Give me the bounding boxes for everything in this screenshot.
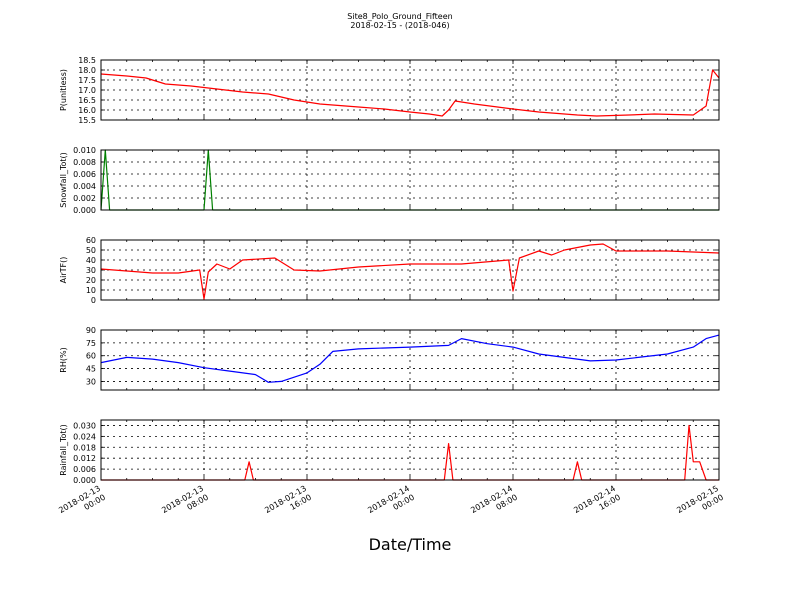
y-axis-label: P(unitless) [59, 69, 68, 111]
y-tick-label: 30 [86, 377, 96, 386]
series-line-1 [100, 69, 720, 117]
y-tick-label: 50 [86, 246, 96, 255]
series-line-3 [100, 243, 720, 300]
x-tick-label: 2018-02-1300:00 [57, 484, 107, 524]
y-tick-label: 0.018 [73, 443, 96, 452]
y-tick-label: 15.5 [78, 116, 96, 125]
x-tick-label: 2018-02-1316:00 [263, 484, 313, 524]
y-tick-label: 0.010 [73, 146, 96, 155]
y-tick-label: 0.030 [73, 421, 96, 430]
y-tick-label: 0.006 [73, 465, 96, 474]
series-line-4 [100, 334, 720, 383]
chart-panels: 15.516.016.517.017.518.018.5 P(unitless) 0… [59, 56, 720, 485]
y-tick-label: 10 [86, 286, 96, 295]
y-tick-label: 18.5 [78, 56, 96, 65]
panel-frame [100, 59, 720, 121]
panel-2: 0.000 0.002 0.004 0.006 0.008 0.010 Snowfall_T… [59, 146, 720, 215]
y-tick-label: 0.006 [73, 170, 96, 179]
y-tick-label: 20 [86, 276, 96, 285]
y-tick-label: 0.012 [73, 454, 96, 463]
y-axis-label: AirTF() [59, 257, 68, 284]
y-tick-label: 16.5 [78, 96, 96, 105]
y-tick-label: 0.008 [73, 158, 96, 167]
y-tick-label: 17.0 [78, 86, 96, 95]
y-tick-label: 17.5 [78, 76, 96, 85]
y-tick-label: 0.000 [73, 476, 96, 485]
y-tick-label: 0 [91, 296, 96, 305]
panel-1: 15.516.016.517.017.518.018.5 P(unitless) [59, 56, 720, 125]
x-tick-label: 2018-02-1308:00 [160, 484, 210, 524]
y-tick-label: 60 [86, 352, 96, 361]
y-tick-label: 75 [86, 339, 96, 348]
series-line-5 [101, 424, 719, 481]
x-tick-label: 2018-02-1500:00 [675, 484, 725, 524]
panel-frame [100, 239, 720, 301]
x-tick-label: 2018-02-1400:00 [366, 484, 416, 524]
panel-5: 0.000 0.006 0.012 0.018 0.024 0.030 Rainfall_T… [59, 419, 720, 485]
y-tick-label: 40 [86, 256, 96, 265]
panel-frame [100, 329, 720, 391]
y-tick-label: 45 [86, 365, 96, 374]
y-tick-label: 60 [86, 236, 96, 245]
y-axis-label: Snowfall_Tot() [59, 152, 68, 208]
figure-title: Site8_Polo_Ground_Fifteen [347, 12, 452, 21]
figure-subtitle: 2018-02-15 - (2018-046) [350, 21, 449, 30]
x-axis-label: Date/Time [369, 535, 452, 554]
y-tick-label: 90 [86, 326, 96, 335]
x-tick-label: 2018-02-1408:00 [469, 484, 519, 524]
y-axis-label: Rainfall_Tot() [59, 424, 68, 476]
y-tick-label: 0.002 [73, 194, 96, 203]
y-tick-label: 16.0 [78, 106, 96, 115]
x-axis-tick-labels: 2018-02-1300:00 2018-02-1308:00 2018-02-13… [57, 484, 725, 524]
y-axis-label: RH(%) [59, 347, 68, 372]
y-tick-label: 18.0 [78, 66, 96, 75]
panel-frame [100, 419, 720, 481]
y-tick-label: 0.024 [73, 432, 96, 441]
y-tick-label: 30 [86, 266, 96, 275]
panel-frame [100, 149, 720, 211]
y-tick-label: 0.000 [73, 206, 96, 215]
y-tick-label: 0.004 [73, 182, 96, 191]
panel-4: 30 45 60 75 90 RH(%) [59, 326, 720, 391]
x-tick-label: 2018-02-1416:00 [572, 484, 622, 524]
